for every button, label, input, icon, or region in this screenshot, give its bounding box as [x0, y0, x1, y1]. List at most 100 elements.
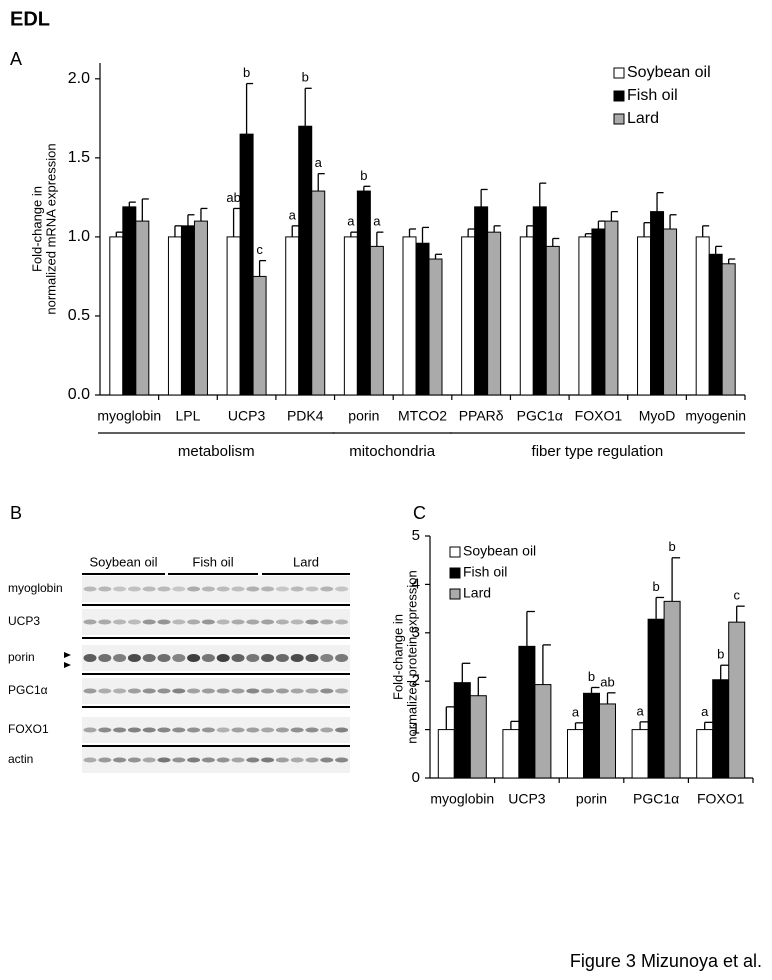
blot-band	[261, 586, 275, 592]
bar	[474, 206, 489, 396]
bar	[578, 236, 593, 396]
blot-band	[216, 619, 230, 625]
category-group-label: metabolism	[178, 443, 255, 460]
x-tick-label: porin	[576, 791, 607, 807]
blot-band	[261, 688, 275, 694]
bar	[545, 245, 560, 396]
error-bar	[526, 610, 535, 647]
blot-band	[335, 727, 349, 733]
blot-row-label: PGC1α	[8, 683, 48, 697]
blot-band	[142, 727, 156, 733]
significance-letter: b	[717, 647, 724, 662]
blot-band	[320, 688, 334, 694]
blot-band	[187, 619, 201, 625]
bar	[583, 692, 600, 779]
category-group-label: fiber type regulation	[532, 443, 664, 460]
error-bar	[590, 686, 600, 694]
error-bar	[728, 258, 736, 264]
error-bar	[610, 210, 618, 222]
bar	[343, 236, 358, 396]
bar	[135, 220, 150, 396]
blot-band	[216, 727, 230, 733]
error-bar	[720, 664, 729, 680]
error-bar	[702, 225, 710, 237]
bar	[461, 236, 476, 396]
blot-strip	[82, 645, 350, 671]
bar	[663, 600, 681, 779]
error-bar	[467, 228, 475, 237]
x-tick-label: FOXO1	[575, 408, 623, 424]
bar	[650, 211, 665, 396]
blot-band	[142, 688, 156, 694]
bar	[728, 621, 746, 779]
blot-band	[216, 688, 230, 694]
significance-letter: ab	[600, 674, 614, 689]
legend-swatch	[449, 567, 461, 579]
blot-band	[275, 688, 289, 694]
blot-band	[261, 654, 275, 662]
error-bar	[480, 188, 488, 207]
y-tick-label: 3	[412, 624, 420, 641]
blot-band	[98, 757, 112, 763]
bar	[453, 682, 471, 779]
panel-label: C	[413, 503, 426, 523]
bar	[415, 242, 430, 396]
y-axis-label: normalized mRNA expression	[43, 143, 58, 314]
blot-band	[187, 586, 201, 592]
error-bar	[434, 253, 442, 260]
bar	[502, 729, 520, 779]
significance-letter: c	[733, 588, 740, 603]
error-bar	[639, 721, 649, 730]
bar	[252, 275, 267, 396]
blot-band	[290, 688, 304, 694]
blot-band	[127, 757, 141, 763]
blot-group-label: Soybean oil	[90, 554, 158, 569]
blot-band	[113, 688, 127, 694]
blot-band	[98, 654, 112, 662]
error-bar	[715, 245, 723, 255]
blot-band	[246, 688, 260, 694]
bar	[356, 190, 371, 396]
significance-letter: b	[302, 70, 309, 85]
x-tick-label: myogenin	[685, 408, 746, 424]
x-tick-label: porin	[348, 408, 379, 424]
blot-strip	[82, 747, 350, 773]
blot-band	[231, 757, 245, 763]
blot-band	[320, 654, 334, 662]
blot-band	[142, 619, 156, 625]
legend-label: Soybean oil	[463, 543, 536, 559]
blot-band	[157, 727, 171, 733]
bar	[109, 236, 124, 396]
blot-band	[172, 688, 186, 694]
blot-band	[290, 586, 304, 592]
blot-band	[127, 727, 141, 733]
blot-band	[246, 654, 260, 662]
blot-band	[157, 586, 171, 592]
blot-band	[172, 619, 186, 625]
error-bar	[376, 231, 384, 247]
bar	[712, 679, 730, 779]
error-bar	[128, 201, 136, 207]
bar	[402, 236, 417, 396]
legend-label: Fish oil	[463, 564, 507, 580]
bar	[696, 729, 714, 779]
bar	[637, 236, 652, 396]
blot-band	[127, 586, 141, 592]
y-axis-label: Fold-change in	[390, 614, 405, 700]
y-tick-label: 2	[412, 672, 420, 689]
bar	[599, 703, 616, 779]
blot-band	[305, 654, 319, 662]
blot-band	[83, 688, 97, 694]
error-bar	[232, 207, 241, 237]
blot-row-label: myoglobin	[8, 581, 63, 595]
blot-row-label: porin	[8, 650, 35, 664]
blot-band	[113, 586, 127, 592]
error-bar	[656, 191, 664, 212]
bar	[695, 236, 710, 396]
error-bar	[669, 214, 677, 229]
blot-band	[305, 727, 319, 733]
blot-strip	[82, 576, 350, 602]
blot-band	[275, 757, 289, 763]
blot-band	[246, 619, 260, 625]
blot-band	[201, 688, 215, 694]
